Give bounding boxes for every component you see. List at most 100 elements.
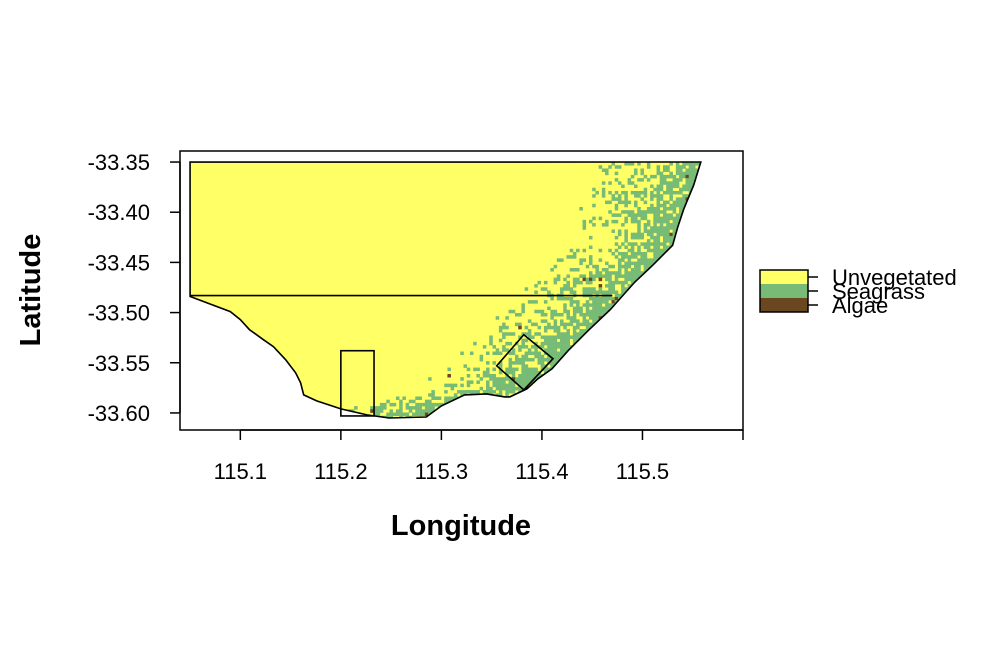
- seagrass-cell: [656, 229, 661, 233]
- seagrass-cell: [656, 171, 661, 176]
- seagrass-cell: [489, 422, 493, 426]
- seagrass-cell: [617, 197, 622, 201]
- seagrass-cell: [518, 374, 522, 378]
- seagrass-cell: [662, 165, 667, 169]
- seagrass-cell: [617, 293, 622, 298]
- seagrass-cell: [585, 325, 590, 330]
- seagrass-cell: [524, 374, 529, 378]
- seagrass-cell: [566, 322, 570, 327]
- seagrass-cell: [601, 309, 606, 314]
- seagrass-cell: [634, 168, 638, 172]
- seagrass-cell: [518, 383, 522, 388]
- seagrass-cell: [531, 367, 535, 372]
- seagrass-cell: [543, 280, 548, 285]
- seagrass-cell: [457, 422, 461, 426]
- seagrass-cell: [316, 419, 320, 423]
- seagrass-cell: [534, 367, 538, 372]
- seagrass-cell: [688, 171, 693, 176]
- seagrass-cell: [543, 335, 548, 339]
- seagrass-cell: [592, 422, 596, 426]
- seagrass-cell: [415, 396, 419, 400]
- seagrass-cell: [527, 374, 532, 378]
- seagrass-cell: [592, 290, 596, 295]
- seagrass-cell: [624, 245, 628, 250]
- seagrass-cell: [662, 200, 667, 205]
- seagrass-cell: [534, 377, 538, 381]
- seagrass-cell: [428, 422, 432, 426]
- seagrass-cell: [364, 425, 368, 429]
- seagrass-cell: [646, 223, 651, 227]
- seagrass-cell: [675, 178, 680, 182]
- seagrass-cell: [479, 386, 484, 391]
- seagrass-cell: [605, 271, 609, 275]
- seagrass-cell: [675, 181, 680, 185]
- seagrass-cell: [659, 184, 664, 189]
- seagrass-cell: [608, 303, 612, 307]
- seagrass-cell: [598, 296, 603, 301]
- seagrass-cell: [229, 422, 233, 426]
- seagrass-cell: [643, 223, 648, 227]
- seagrass-cell: [579, 419, 583, 423]
- seagrass-cell: [659, 174, 664, 179]
- seagrass-cell: [679, 213, 683, 217]
- seagrass-cell: [563, 309, 567, 314]
- seagrass-cell: [624, 194, 628, 198]
- seagrass-cell: [505, 419, 509, 423]
- seagrass-cell: [688, 168, 693, 172]
- seagrass-cell: [428, 377, 432, 381]
- seagrass-cell: [405, 412, 410, 417]
- seagrass-cell: [380, 422, 384, 426]
- seagrass-cell: [514, 357, 519, 362]
- seagrass-cell: [556, 341, 561, 346]
- seagrass-cell: [605, 268, 609, 272]
- seagrass-cell: [653, 229, 657, 233]
- seagrass-cell: [672, 174, 677, 179]
- seagrass-cell: [598, 271, 603, 275]
- seagrass-cell: [627, 255, 632, 259]
- algae-cell: [582, 277, 587, 282]
- seagrass-cell: [601, 181, 606, 185]
- seagrass-cell: [556, 274, 561, 278]
- seagrass-cell: [576, 335, 580, 339]
- seagrass-cell: [508, 361, 513, 365]
- seagrass-cell: [502, 325, 506, 330]
- seagrass-cell: [540, 354, 545, 359]
- seagrass-cell: [679, 207, 683, 211]
- seagrass-cell: [662, 219, 667, 224]
- seagrass-cell: [527, 367, 532, 372]
- seagrass-cell: [537, 354, 542, 359]
- seagrass-cell: [643, 190, 648, 195]
- seagrass-cell: [547, 345, 551, 349]
- seagrass-cell: [373, 406, 377, 410]
- seagrass-cell: [222, 425, 226, 429]
- rotated-box: [495, 333, 555, 392]
- seagrass-cell: [614, 280, 619, 285]
- seagrass-cell: [395, 412, 400, 417]
- seagrass-cell: [502, 377, 506, 381]
- seagrass-cell: [637, 245, 641, 250]
- seagrass-cell: [435, 425, 439, 429]
- seagrass-cell: [643, 255, 648, 259]
- seagrass-cell: [679, 210, 683, 214]
- seagrass-cell: [476, 419, 480, 423]
- seagrass-cell: [508, 380, 513, 384]
- seagrass-cell: [380, 425, 384, 429]
- seagrass-cell: [640, 216, 644, 221]
- seagrass-cell: [646, 165, 651, 169]
- seagrass-cell: [576, 322, 580, 327]
- seagrass-cell: [601, 268, 606, 272]
- seagrass-cell: [495, 316, 500, 320]
- seagrass-cell: [492, 422, 496, 426]
- seagrass-cell: [280, 422, 284, 426]
- seagrass-cell: [390, 419, 394, 423]
- seagrass-cell: [454, 422, 458, 426]
- seagrass-cell: [499, 422, 503, 426]
- seagrass-cell: [650, 261, 654, 266]
- seagrass-cell: [505, 383, 509, 388]
- seagrass-cell: [614, 255, 619, 259]
- seagrass-cell: [579, 306, 583, 311]
- seagrass-cell: [527, 357, 532, 362]
- seagrass-cell: [527, 348, 532, 352]
- seagrass-cell: [608, 280, 612, 285]
- y-axis-title: Latitude: [15, 234, 47, 347]
